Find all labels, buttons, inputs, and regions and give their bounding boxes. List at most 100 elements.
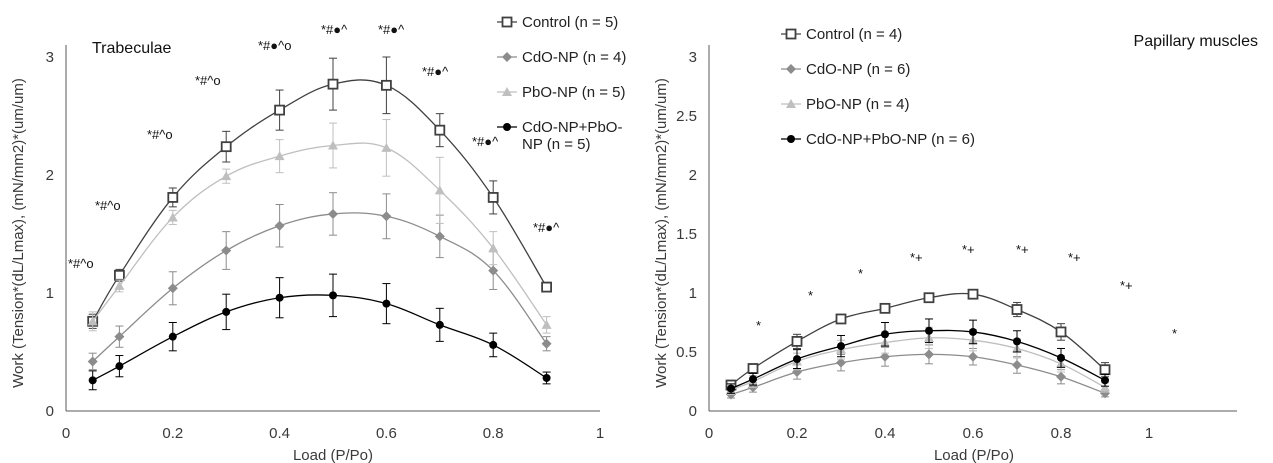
significance-annotation: *#^o xyxy=(95,198,121,213)
data-point xyxy=(434,124,446,136)
data-point xyxy=(879,302,891,314)
data-point xyxy=(881,330,889,339)
data-point xyxy=(114,280,125,290)
series-0 xyxy=(87,56,552,329)
series-1 xyxy=(726,344,1110,400)
y-tick-label: 0.5 xyxy=(676,344,697,361)
data-point xyxy=(168,332,177,341)
panel-title: Trabeculae xyxy=(92,40,172,57)
data-point xyxy=(967,288,979,300)
data-point xyxy=(923,292,935,304)
series-line xyxy=(730,292,1106,386)
data-point xyxy=(167,212,178,222)
data-point xyxy=(1012,359,1022,370)
data-point xyxy=(924,349,934,360)
data-point xyxy=(328,140,338,150)
chart-panel-papillary: 0 0.5 1 1.5 2 2.5 3 0 0.2 0.4 0.6 0.8 1 Load (P/Po) Wo… xyxy=(653,26,1258,463)
data-point xyxy=(880,351,890,362)
data-point xyxy=(925,326,933,335)
legend-label: PbO-NP (n = 5) xyxy=(522,84,626,101)
x-tick-label: 0 xyxy=(62,425,70,442)
significance-annotation: * xyxy=(858,266,863,281)
significance-annotation: *+ xyxy=(962,242,975,257)
data-point xyxy=(791,335,803,347)
y-tick-label: 3 xyxy=(689,49,697,66)
legend-marker xyxy=(502,52,512,62)
series-2 xyxy=(726,326,1110,395)
data-point xyxy=(274,220,285,231)
data-point xyxy=(1101,376,1109,385)
data-point xyxy=(274,104,286,116)
y-tick-label: 2.5 xyxy=(676,108,697,125)
data-point xyxy=(382,299,391,308)
x-tick-label: 0.8 xyxy=(1051,425,1072,442)
data-point xyxy=(749,375,757,384)
significance-annotation: *#^o xyxy=(68,256,94,271)
significance-annotation: * xyxy=(756,318,761,333)
legend-label: PbO-NP (n = 4) xyxy=(806,96,910,113)
data-point xyxy=(88,376,97,385)
legend-marker xyxy=(786,99,796,108)
data-point xyxy=(221,245,232,256)
x-tick-label: 0.6 xyxy=(376,425,397,442)
x-tick-label: 1 xyxy=(596,425,604,442)
y-axis-title: Work (Tension*(dL/Lmax), (mN/mm2)*(um/um… xyxy=(10,78,27,388)
y-tick-label: 2 xyxy=(689,167,697,184)
data-point xyxy=(488,243,499,253)
series-0 xyxy=(725,288,1111,391)
legend-marker xyxy=(503,123,511,131)
data-point xyxy=(489,340,498,349)
data-point xyxy=(1100,382,1110,392)
significance-annotation: *#●^o xyxy=(258,38,291,53)
data-point xyxy=(381,142,392,152)
data-point xyxy=(380,79,392,91)
series-line xyxy=(730,353,1106,396)
annotations: * * * *+ *+ *+ *+ *+ * xyxy=(756,242,1177,341)
significance-annotation: *+ xyxy=(1016,242,1029,257)
data-point xyxy=(542,373,551,382)
legend-label: CdO-NP (n = 6) xyxy=(806,61,910,78)
data-point xyxy=(836,357,846,368)
data-point xyxy=(1013,337,1021,346)
x-tick-label: 0.4 xyxy=(269,425,290,442)
data-point xyxy=(87,316,98,326)
data-point xyxy=(541,281,552,293)
significance-annotation: *#●^ xyxy=(321,22,348,37)
series-3 xyxy=(88,273,551,391)
legend: Control (n = 4) CdO-NP (n = 6) PbO-NP (n =… xyxy=(781,26,975,148)
data-point xyxy=(487,192,499,203)
data-point xyxy=(1055,326,1067,338)
series-line xyxy=(92,294,547,381)
legend-label: NP (n = 5) xyxy=(522,136,591,153)
legend-marker xyxy=(787,135,795,143)
series-line xyxy=(730,337,1106,391)
y-tick-label: 0 xyxy=(689,403,697,420)
series-line xyxy=(730,329,1106,390)
x-tick-label: 0.2 xyxy=(162,425,183,442)
y-tick-label: 1 xyxy=(46,285,54,302)
data-point xyxy=(747,363,759,374)
x-axis-title: Load (P/Po) xyxy=(934,447,1014,463)
data-point xyxy=(222,307,231,316)
data-point xyxy=(329,291,337,300)
x-tick-label: 0 xyxy=(705,425,713,442)
chart-panel-trabeculae: 0 1 2 3 0 0.2 0.4 0.6 0.8 1 Load (P/Po) Work (Tensi… xyxy=(10,14,626,463)
data-point xyxy=(835,313,847,325)
legend-label: Control (n = 5) xyxy=(522,14,618,31)
x-tick-label: 0.6 xyxy=(963,425,984,442)
x-tick-label: 1 xyxy=(1145,425,1153,442)
legend: Control (n = 5) CdO-NP (n = 4) PbO-NP (n =… xyxy=(497,14,626,153)
x-axis-title: Load (P/Po) xyxy=(293,447,373,463)
data-point xyxy=(328,208,338,219)
significance-annotation: * xyxy=(808,288,813,303)
data-point xyxy=(1057,353,1065,362)
significance-annotation: *#^o xyxy=(147,127,173,142)
data-point xyxy=(1056,371,1066,382)
panel-title: Papillary muscles xyxy=(1134,33,1258,50)
series-line xyxy=(92,79,548,322)
data-point xyxy=(968,351,978,362)
data-point xyxy=(114,331,125,342)
data-point xyxy=(327,78,339,90)
significance-annotation: *+ xyxy=(1068,250,1081,265)
